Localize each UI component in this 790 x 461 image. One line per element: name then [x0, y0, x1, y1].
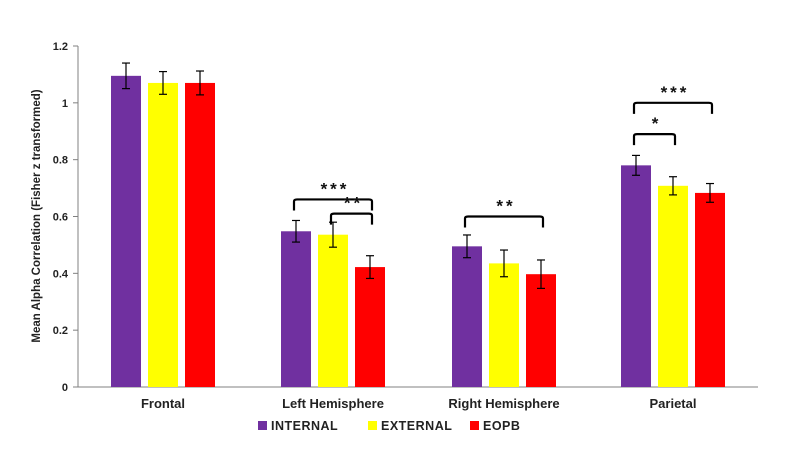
bar-eopb-2 — [526, 274, 556, 387]
y-tick-label: 1 — [62, 98, 68, 110]
legend-swatch-eopb — [470, 421, 479, 430]
legend-label: EOPB — [483, 419, 520, 433]
bar-eopb-0 — [185, 82, 215, 388]
category-label: Parietal — [650, 396, 697, 411]
significance-label: * — [652, 114, 662, 133]
y-tick-label: 0.8 — [53, 155, 68, 167]
significance-bracket — [632, 132, 677, 146]
legend-label: INTERNAL — [271, 419, 338, 433]
category-label: Frontal — [141, 396, 185, 411]
bar-internal-3 — [621, 165, 651, 387]
bar-external-1 — [318, 234, 348, 387]
legend-swatch-external — [368, 421, 377, 430]
bar-eopb-3 — [695, 192, 725, 387]
y-tick-label: 0.6 — [53, 212, 68, 224]
bar-external-3 — [658, 185, 688, 387]
significance-bracket — [292, 198, 374, 211]
bar-external-0 — [148, 82, 178, 388]
significance-bracket — [632, 101, 714, 114]
category-labels: Frontal Left Hemisphere Right Hemisphere Pa… — [141, 396, 697, 411]
bars — [111, 75, 725, 388]
significance-bracket — [329, 212, 374, 225]
bar-internal-2 — [452, 246, 482, 387]
significance-label: ** — [344, 194, 363, 213]
legend-label: EXTERNAL — [381, 419, 452, 433]
significance-brackets: ***** ****** — [292, 83, 714, 228]
y-tick-label: 1.2 — [53, 41, 68, 53]
category-label: Right Hemisphere — [448, 396, 559, 411]
category-label: Left Hemisphere — [282, 396, 384, 411]
significance-bracket — [463, 215, 545, 228]
bar-external-2 — [489, 263, 519, 387]
y-axis-label: Mean Alpha Correlation (Fisher z transfo… — [31, 89, 43, 342]
legend: INTERNAL EXTERNAL EOPB — [258, 419, 520, 433]
significance-label: *** — [321, 179, 350, 198]
error-bars — [122, 62, 714, 289]
y-tick-label: 0 — [62, 382, 68, 394]
bar-internal-0 — [111, 75, 141, 388]
significance-label: ** — [496, 197, 515, 216]
y-tick-label: 0.2 — [53, 325, 68, 337]
significance-label: *** — [661, 83, 690, 102]
legend-swatch-internal — [258, 421, 267, 430]
y-tick-label: 0.4 — [53, 268, 69, 280]
bar-internal-1 — [281, 231, 311, 387]
bar-eopb-1 — [355, 267, 385, 387]
